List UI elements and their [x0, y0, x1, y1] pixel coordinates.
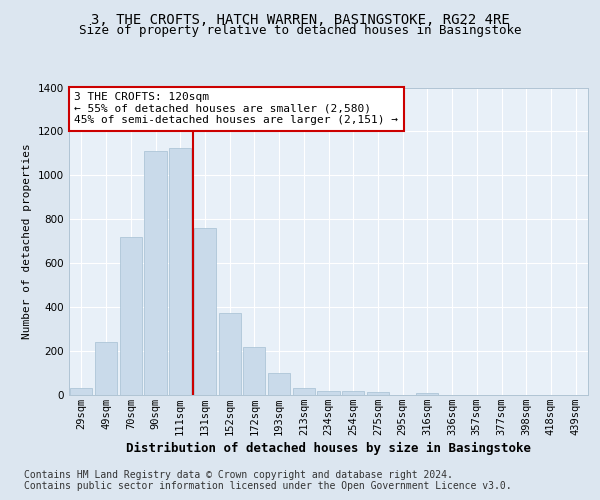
- Text: Contains HM Land Registry data © Crown copyright and database right 2024.: Contains HM Land Registry data © Crown c…: [24, 470, 453, 480]
- Bar: [416, 393, 439, 395]
- Bar: [367, 392, 389, 395]
- Bar: [194, 228, 216, 395]
- Bar: [268, 373, 290, 395]
- Y-axis label: Number of detached properties: Number of detached properties: [22, 144, 32, 339]
- Bar: [218, 312, 241, 395]
- X-axis label: Distribution of detached houses by size in Basingstoke: Distribution of detached houses by size …: [126, 442, 531, 456]
- Bar: [243, 346, 265, 395]
- Bar: [317, 390, 340, 395]
- Bar: [293, 388, 315, 395]
- Bar: [95, 342, 117, 395]
- Bar: [145, 151, 167, 395]
- Bar: [70, 388, 92, 395]
- Bar: [342, 391, 364, 395]
- Bar: [169, 148, 191, 395]
- Text: Size of property relative to detached houses in Basingstoke: Size of property relative to detached ho…: [79, 24, 521, 37]
- Bar: [119, 237, 142, 395]
- Text: 3, THE CROFTS, HATCH WARREN, BASINGSTOKE, RG22 4RE: 3, THE CROFTS, HATCH WARREN, BASINGSTOKE…: [91, 12, 509, 26]
- Text: 3 THE CROFTS: 120sqm
← 55% of detached houses are smaller (2,580)
45% of semi-de: 3 THE CROFTS: 120sqm ← 55% of detached h…: [74, 92, 398, 126]
- Text: Contains public sector information licensed under the Open Government Licence v3: Contains public sector information licen…: [24, 481, 512, 491]
